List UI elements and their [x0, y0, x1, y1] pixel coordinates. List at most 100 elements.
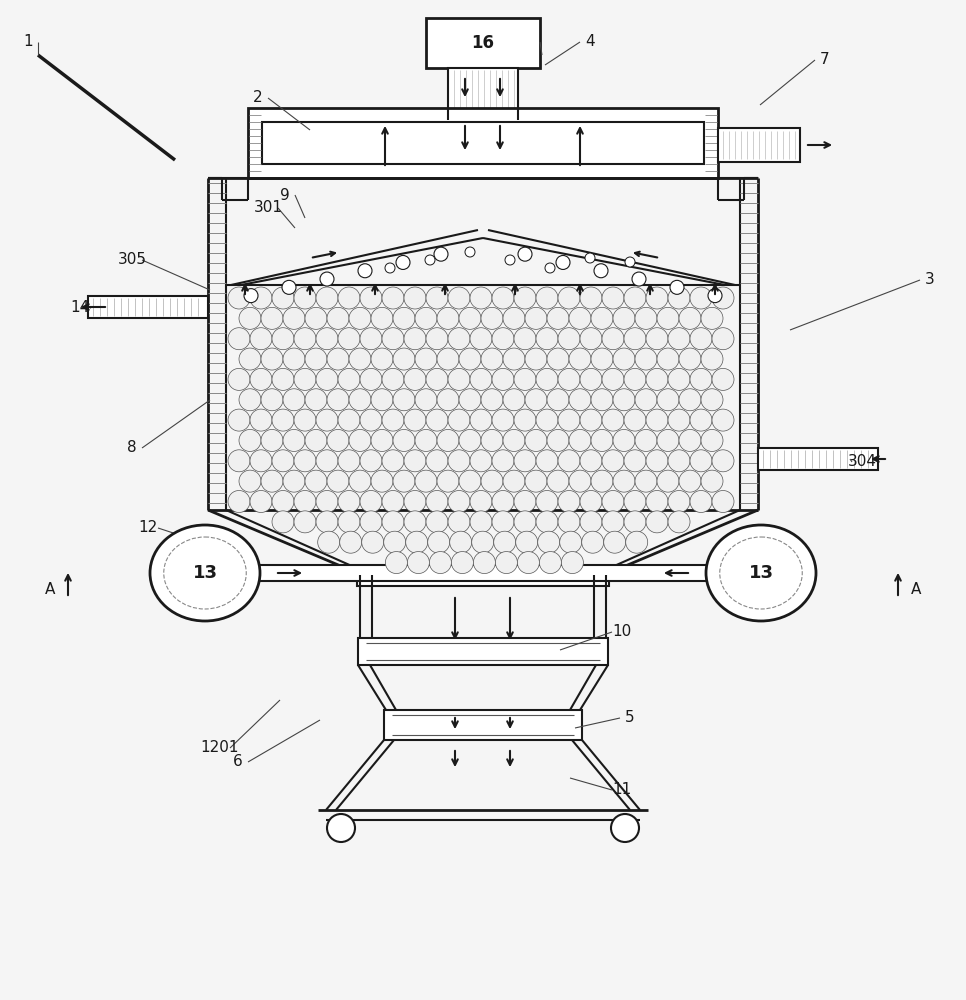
- Circle shape: [318, 531, 340, 553]
- Circle shape: [708, 289, 722, 303]
- Circle shape: [361, 531, 384, 553]
- Circle shape: [657, 348, 679, 370]
- Circle shape: [646, 368, 668, 390]
- Circle shape: [239, 307, 261, 329]
- Circle shape: [426, 450, 448, 472]
- Circle shape: [701, 389, 723, 411]
- Circle shape: [250, 328, 272, 350]
- Circle shape: [360, 450, 382, 472]
- Circle shape: [283, 429, 305, 451]
- Circle shape: [415, 307, 437, 329]
- Circle shape: [701, 429, 723, 451]
- Circle shape: [668, 368, 690, 390]
- Circle shape: [404, 511, 426, 533]
- Circle shape: [712, 368, 734, 390]
- Circle shape: [518, 552, 539, 574]
- Circle shape: [646, 328, 668, 350]
- Circle shape: [250, 491, 272, 513]
- Circle shape: [626, 531, 647, 553]
- Circle shape: [316, 328, 338, 350]
- Circle shape: [558, 368, 580, 390]
- Circle shape: [701, 470, 723, 492]
- Circle shape: [701, 307, 723, 329]
- Circle shape: [450, 531, 471, 553]
- Circle shape: [624, 409, 646, 431]
- Circle shape: [349, 470, 371, 492]
- Circle shape: [712, 328, 734, 350]
- Circle shape: [604, 531, 626, 553]
- Circle shape: [624, 450, 646, 472]
- Circle shape: [538, 531, 559, 553]
- Circle shape: [632, 272, 646, 286]
- Circle shape: [657, 470, 679, 492]
- Circle shape: [349, 429, 371, 451]
- Circle shape: [404, 287, 426, 309]
- Circle shape: [494, 531, 516, 553]
- Circle shape: [228, 450, 250, 472]
- Circle shape: [239, 429, 261, 451]
- Circle shape: [294, 491, 316, 513]
- Bar: [448, 68, 518, 120]
- Circle shape: [613, 389, 635, 411]
- Circle shape: [250, 409, 272, 431]
- Circle shape: [547, 348, 569, 370]
- Circle shape: [437, 429, 459, 451]
- Circle shape: [470, 368, 492, 390]
- Circle shape: [228, 491, 250, 513]
- Circle shape: [558, 511, 580, 533]
- Circle shape: [316, 287, 338, 309]
- Circle shape: [338, 409, 360, 431]
- Circle shape: [635, 307, 657, 329]
- Circle shape: [250, 287, 272, 309]
- Circle shape: [294, 368, 316, 390]
- Circle shape: [514, 491, 536, 513]
- Circle shape: [316, 511, 338, 533]
- Circle shape: [547, 389, 569, 411]
- Circle shape: [559, 531, 582, 553]
- Circle shape: [690, 450, 712, 472]
- Bar: [758, 448, 878, 470]
- Circle shape: [349, 389, 371, 411]
- Circle shape: [613, 470, 635, 492]
- Circle shape: [459, 470, 481, 492]
- Circle shape: [580, 328, 602, 350]
- Circle shape: [327, 389, 349, 411]
- Circle shape: [613, 307, 635, 329]
- Circle shape: [679, 470, 701, 492]
- Circle shape: [591, 307, 613, 329]
- Circle shape: [602, 409, 624, 431]
- Circle shape: [679, 389, 701, 411]
- Circle shape: [657, 429, 679, 451]
- Circle shape: [437, 307, 459, 329]
- Circle shape: [470, 328, 492, 350]
- Ellipse shape: [150, 525, 260, 621]
- Bar: [426, 18, 540, 68]
- Bar: [248, 108, 718, 178]
- Circle shape: [305, 348, 327, 370]
- Circle shape: [492, 491, 514, 513]
- Circle shape: [558, 491, 580, 513]
- Circle shape: [481, 470, 503, 492]
- Circle shape: [338, 328, 360, 350]
- Circle shape: [471, 531, 494, 553]
- Circle shape: [430, 552, 451, 574]
- Circle shape: [492, 287, 514, 309]
- Circle shape: [371, 389, 393, 411]
- Circle shape: [503, 429, 525, 451]
- Circle shape: [408, 552, 430, 574]
- Text: 2: 2: [253, 91, 263, 105]
- Circle shape: [261, 429, 283, 451]
- Circle shape: [492, 368, 514, 390]
- Circle shape: [580, 287, 602, 309]
- Circle shape: [492, 511, 514, 533]
- Circle shape: [349, 307, 371, 329]
- Circle shape: [459, 307, 481, 329]
- Circle shape: [558, 450, 580, 472]
- Circle shape: [536, 287, 558, 309]
- Circle shape: [536, 328, 558, 350]
- Circle shape: [360, 328, 382, 350]
- Circle shape: [305, 389, 327, 411]
- Circle shape: [525, 389, 547, 411]
- Circle shape: [514, 328, 536, 350]
- Circle shape: [316, 368, 338, 390]
